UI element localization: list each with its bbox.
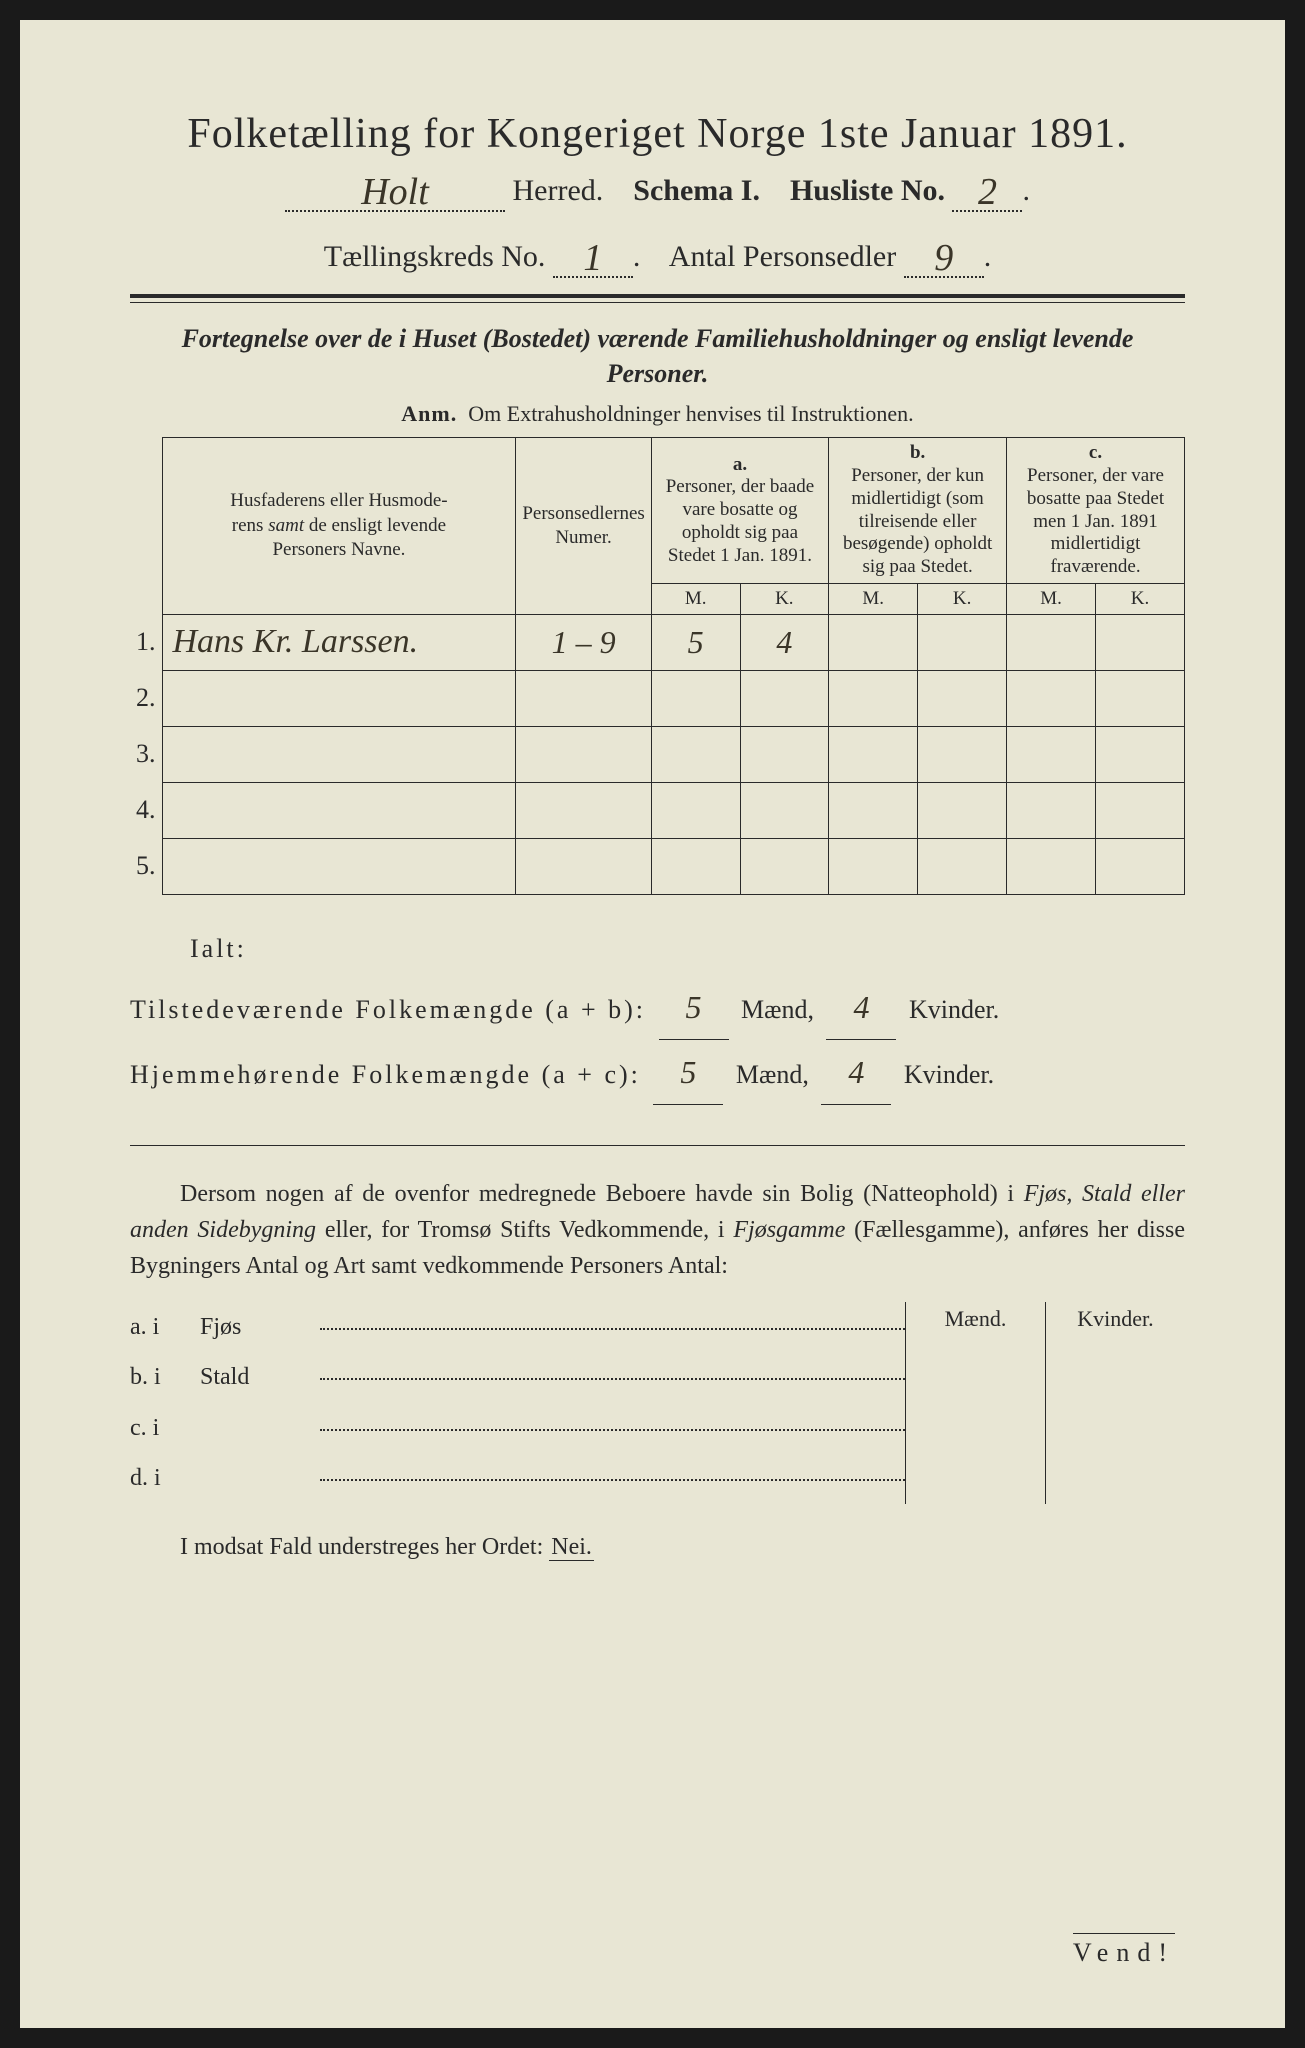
bygning-row: b. iStald	[130, 1352, 905, 1402]
b-m-cell	[829, 838, 918, 894]
c-m-cell	[1007, 614, 1096, 670]
bygning-kvinder-header: Kvinder.	[1046, 1302, 1185, 1504]
b-k-cell	[918, 670, 1007, 726]
b-m-cell	[829, 670, 918, 726]
num-cell	[516, 782, 651, 838]
schema-label: Schema I.	[633, 174, 760, 207]
a-k-cell: 4	[740, 614, 829, 670]
name-cell: Hans Kr. Larssen.	[162, 614, 516, 670]
num-cell	[516, 838, 651, 894]
b-k-cell	[918, 838, 1007, 894]
col-c-header: c. Personer, der vare bosatte paa Stedet…	[1007, 438, 1185, 584]
table-row: 1.Hans Kr. Larssen.1 – 954	[130, 614, 1185, 670]
bygning-table: a. iFjøsb. iStaldc. id. i Mænd. Kvinder.	[130, 1302, 1185, 1504]
census-form-page: Folketælling for Kongeriget Norge 1ste J…	[20, 20, 1285, 2028]
totals-block: Ialt: Tilstedeværende Folkemængde (a + b…	[130, 923, 1185, 1105]
a-k-cell	[740, 782, 829, 838]
bygning-maend-header: Mænd.	[906, 1302, 1046, 1504]
kreds-value: 1	[583, 237, 602, 279]
col-b-k: K.	[918, 583, 1007, 614]
table-row: 5.	[130, 838, 1185, 894]
col-b-header: b. Personer, der kun midlertidigt (som t…	[829, 438, 1007, 584]
b-m-cell	[829, 614, 918, 670]
a-m-cell	[651, 782, 740, 838]
col-name-header: Husfaderens eller Husmode-rens samt de e…	[162, 438, 516, 615]
antal-value: 9	[934, 237, 953, 279]
num-cell: 1 – 9	[516, 614, 651, 670]
b-k-cell	[918, 614, 1007, 670]
c-k-cell	[1096, 782, 1185, 838]
name-cell	[162, 782, 516, 838]
divider-rule	[130, 294, 1185, 303]
a-m-cell	[651, 726, 740, 782]
antal-label: Antal Personsedler	[669, 240, 896, 273]
c-m-cell	[1007, 838, 1096, 894]
bygning-paragraph: Dersom nogen af de ovenfor medregnede Be…	[130, 1176, 1185, 1284]
subheading: Fortegnelse over de i Huset (Bostedet) v…	[130, 321, 1185, 391]
c-k-cell	[1096, 614, 1185, 670]
name-cell	[162, 726, 516, 782]
col-a-k: K.	[740, 583, 829, 614]
c-k-cell	[1096, 838, 1185, 894]
c-k-cell	[1096, 670, 1185, 726]
a-k-cell	[740, 670, 829, 726]
anm-note: Anm. Om Extrahusholdninger henvises til …	[130, 401, 1185, 427]
ialt-label: Ialt:	[190, 934, 247, 963]
bygning-row: d. i	[130, 1453, 905, 1503]
a-m-cell	[651, 670, 740, 726]
c-m-cell	[1007, 782, 1096, 838]
col-c-k: K.	[1096, 583, 1185, 614]
nei-word: Nei.	[549, 1534, 594, 1561]
name-cell	[162, 670, 516, 726]
col-b-m: M.	[829, 583, 918, 614]
herred-label: Herred.	[513, 174, 604, 207]
tilstede-label: Tilstedeværende Folkemængde (a + b):	[130, 984, 646, 1036]
husliste-value: 2	[978, 171, 997, 213]
hjemme-m: 5	[680, 1054, 696, 1090]
c-k-cell	[1096, 726, 1185, 782]
b-k-cell	[918, 726, 1007, 782]
page-title: Folketælling for Kongeriget Norge 1ste J…	[130, 110, 1185, 158]
vend-label: Vend!	[1073, 1933, 1175, 1968]
hjemme-label: Hjemmehørende Folkemængde (a + c):	[130, 1049, 641, 1101]
anm-label: Anm.	[401, 401, 457, 426]
col-a-m: M.	[651, 583, 740, 614]
col-c-m: M.	[1007, 583, 1096, 614]
header-line-2: Holt Herred. Schema I. Husliste No. 2 .	[130, 166, 1185, 212]
b-k-cell	[918, 782, 1007, 838]
bygning-row: a. iFjøs	[130, 1302, 905, 1352]
footer-line: I modsat Fald understreges her Ordet: Ne…	[130, 1534, 1185, 1561]
hjemme-k: 4	[848, 1054, 864, 1090]
household-table: Husfaderens eller Husmode-rens samt de e…	[130, 437, 1185, 895]
num-cell	[516, 726, 651, 782]
name-cell	[162, 838, 516, 894]
table-row: 3.	[130, 726, 1185, 782]
num-cell	[516, 670, 651, 726]
a-m-cell	[651, 838, 740, 894]
header-line-3: Tællingskreds No. 1 . Antal Personsedler…	[130, 232, 1185, 278]
b-m-cell	[829, 726, 918, 782]
a-m-cell: 5	[651, 614, 740, 670]
col-num-header: Personsedlernes Numer.	[516, 438, 651, 615]
bygning-row: c. i	[130, 1403, 905, 1453]
kreds-label: Tællingskreds No.	[324, 240, 546, 273]
c-m-cell	[1007, 726, 1096, 782]
husliste-label: Husliste No.	[790, 174, 945, 207]
table-row: 2.	[130, 670, 1185, 726]
col-a-header: a. Personer, der baade vare bosatte og o…	[651, 438, 828, 584]
tilstede-k: 4	[853, 989, 869, 1025]
mid-divider	[130, 1145, 1185, 1146]
a-k-cell	[740, 838, 829, 894]
table-row: 4.	[130, 782, 1185, 838]
anm-text: Om Extrahusholdninger henvises til Instr…	[468, 401, 913, 426]
herred-value: Holt	[361, 171, 429, 213]
c-m-cell	[1007, 670, 1096, 726]
b-m-cell	[829, 782, 918, 838]
tilstede-m: 5	[686, 989, 702, 1025]
a-k-cell	[740, 726, 829, 782]
